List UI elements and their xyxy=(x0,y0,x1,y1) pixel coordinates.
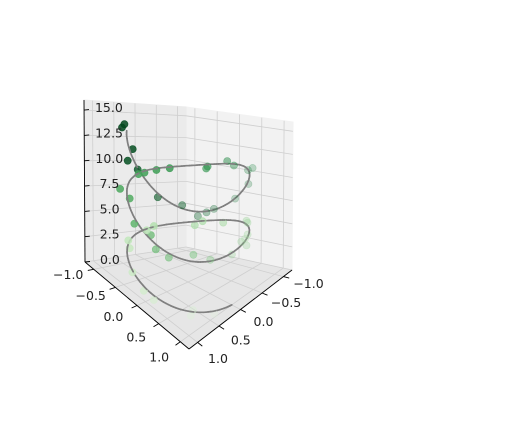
z-axis-line xyxy=(83,99,86,263)
scatter-point xyxy=(164,253,173,262)
scatter-point xyxy=(242,241,251,250)
scatter-point xyxy=(116,184,124,193)
grid-line-z-xwall xyxy=(185,202,293,225)
z-tick-label: 0.0 xyxy=(100,252,120,267)
z-tick-label: 5.0 xyxy=(100,201,120,216)
scatter-point xyxy=(165,164,174,173)
z-tick-label: 7.5 xyxy=(99,176,119,191)
grid-line-y-wall xyxy=(282,120,285,269)
y-tick-tick xyxy=(131,305,138,309)
grid-line-y-wall xyxy=(238,114,240,259)
scatter-point xyxy=(209,204,218,213)
z-tick-tick xyxy=(84,159,90,162)
grid-line-z-ywall xyxy=(84,135,187,138)
z-tick-tick xyxy=(84,185,90,187)
scatter-point xyxy=(241,234,249,243)
x-tick-tick xyxy=(261,292,268,296)
scatter-point xyxy=(189,250,198,259)
grid-line-y-wall xyxy=(260,117,263,264)
scatter-point xyxy=(202,208,211,217)
grid-line-y-floor xyxy=(115,253,218,288)
x-tick-label: 1.0 xyxy=(208,351,228,366)
scatter-point xyxy=(152,166,161,174)
x-tick-label: 0.0 xyxy=(254,314,274,329)
x-tick-tick xyxy=(197,342,203,347)
z-tick-tick xyxy=(84,235,90,238)
scatter-point xyxy=(202,164,211,173)
z-tick-label: 10.0 xyxy=(95,151,123,166)
z-tick-label: 2.5 xyxy=(100,227,120,242)
grid-line-z-ywall xyxy=(84,224,187,238)
scatter-point xyxy=(151,245,160,254)
y-tick-label: 1.0 xyxy=(149,349,169,364)
z-tick-label: 15.0 xyxy=(95,100,123,115)
grid-line-z-xwall xyxy=(185,181,293,201)
x-tick-tick xyxy=(218,325,225,330)
grid-line-z-ywall xyxy=(84,159,187,162)
grid-line-y-floor xyxy=(93,248,195,270)
grid-line-z-xwall xyxy=(185,137,293,155)
y-tick-tick xyxy=(87,268,94,271)
scatter-point xyxy=(124,236,133,245)
grid-line-z-xwall xyxy=(185,159,293,178)
plot-marks xyxy=(116,120,257,320)
grid-line-x-wall xyxy=(113,101,115,258)
x-tick-label: 0.5 xyxy=(231,333,251,348)
scatter-point xyxy=(178,201,187,210)
x-tick-label: −1.0 xyxy=(293,276,323,291)
grid-line-z-ywall xyxy=(84,109,187,117)
scatter-point xyxy=(237,237,246,246)
z-tick-label: 12.5 xyxy=(95,125,123,140)
grid-line-z-xwall xyxy=(185,115,293,132)
y-tick-tick xyxy=(153,323,159,328)
scatter-point xyxy=(149,222,158,230)
scatter-point xyxy=(242,216,251,225)
scatter-point xyxy=(190,221,199,230)
x-tick-tick xyxy=(240,309,247,313)
grid-line-z-ywall xyxy=(84,181,187,187)
z-tick-tick xyxy=(84,109,90,111)
y-tick-tick xyxy=(175,341,181,346)
grid-line-z-xwall xyxy=(185,224,293,248)
scatter-point xyxy=(120,120,129,129)
grid-line-z-ywall xyxy=(84,246,187,263)
y-tick-label: 0.0 xyxy=(103,309,123,324)
y-tick-label: 0.5 xyxy=(126,329,146,344)
x-tick-tick xyxy=(283,276,290,279)
z-tick-tick xyxy=(84,210,90,212)
tick-labels: −1.0−0.50.00.51.0−1.0−0.50.00.51.00.02.5… xyxy=(53,100,324,366)
grid-line-x-wall xyxy=(134,103,136,255)
y-tick-label: −1.0 xyxy=(53,267,83,282)
y-tick-label: −0.5 xyxy=(76,288,106,303)
axis-lines xyxy=(83,99,293,350)
scatter-point xyxy=(248,164,257,172)
scatter-point xyxy=(123,156,132,165)
y-tick-tick xyxy=(109,286,116,290)
grid-line-x-wall xyxy=(92,100,94,261)
grid-line-z-ywall xyxy=(84,202,187,212)
scatter-point xyxy=(149,296,158,304)
scatter-point xyxy=(193,212,202,220)
helix-line-segment xyxy=(130,236,134,240)
grid-line-z-xwall xyxy=(185,246,293,271)
z-tick-tick xyxy=(84,134,90,136)
z-tick-tick xyxy=(84,261,91,263)
grid-line-y-floor xyxy=(158,262,262,324)
helix-line-segment xyxy=(130,176,134,180)
x-tick-label: −0.5 xyxy=(271,295,301,310)
